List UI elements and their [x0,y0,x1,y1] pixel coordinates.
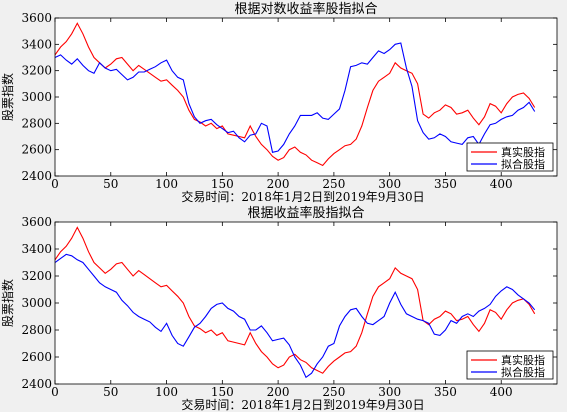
x-tick-label: 300 [378,177,401,191]
legend-label-fitted: 拟合股指 [501,365,545,379]
y-tick-label: 3600 [21,11,52,25]
x-tick-label: 200 [267,177,290,191]
y-tick-label: 2800 [21,323,52,337]
x-tick-label: 50 [103,385,118,399]
x-tick-label: 400 [490,177,513,191]
y-tick-label: 3400 [21,242,52,256]
x-axis-label: 交易时间：2018年1月2日到2019年9月30日 [181,397,424,412]
chart-title: 根据对数收益率股指拟合 [234,1,377,17]
series-line-fitted [55,42,536,153]
x-tick-label: 200 [267,385,290,399]
legend-box [466,350,554,380]
x-tick-label: 400 [490,385,513,399]
x-tick-label: 350 [434,177,457,191]
series-line-fitted [55,253,536,379]
legend-label-fitted: 拟合股指 [501,157,545,171]
y-tick-label: 3200 [21,269,52,283]
x-tick-label: 150 [211,385,234,399]
x-tick-label: 0 [51,385,59,399]
x-tick-label: 150 [211,177,234,191]
legend-box [466,142,554,172]
y-tick-label: 3000 [21,296,52,310]
x-tick-label: 350 [434,385,457,399]
x-tick-label: 0 [51,177,59,191]
x-tick-label: 250 [322,385,345,399]
x-axis-label: 交易时间：2018年1月2日到2019年9月30日 [181,189,424,204]
x-tick-label: 100 [155,385,178,399]
x-tick-label: 300 [378,385,401,399]
legend-label-real: 真实股指 [501,145,545,159]
y-tick-label: 2600 [21,350,52,364]
x-tick-label: 50 [103,177,118,191]
y-tick-label: 2800 [21,116,52,130]
y-axis-label: 股票指数 [0,279,15,327]
y-tick-label: 3600 [21,215,52,229]
y-axis-label: 股票指数 [0,73,15,121]
chart-title: 根据收益率股指拟合 [247,205,364,221]
series-line-real [55,226,536,374]
y-tick-label: 3200 [21,64,52,78]
y-tick-label: 2400 [21,377,52,391]
x-tick-label: 250 [322,177,345,191]
y-tick-label: 3400 [21,37,52,51]
y-tick-label: 2600 [21,143,52,157]
x-tick-label: 100 [155,177,178,191]
chart-return-fit: 根据收益率股指拟合 股票指数 交易时间：2018年1月2日到2019年9月30日… [0,205,558,412]
legend-label-real: 真实股指 [501,353,545,367]
chart-log-return-fit: 根据对数收益率股指拟合 股票指数 交易时间：2018年1月2日到2019年9月3… [0,1,558,204]
series-line-real [55,22,536,167]
y-tick-label: 2400 [21,169,52,183]
y-tick-label: 3000 [21,90,52,104]
